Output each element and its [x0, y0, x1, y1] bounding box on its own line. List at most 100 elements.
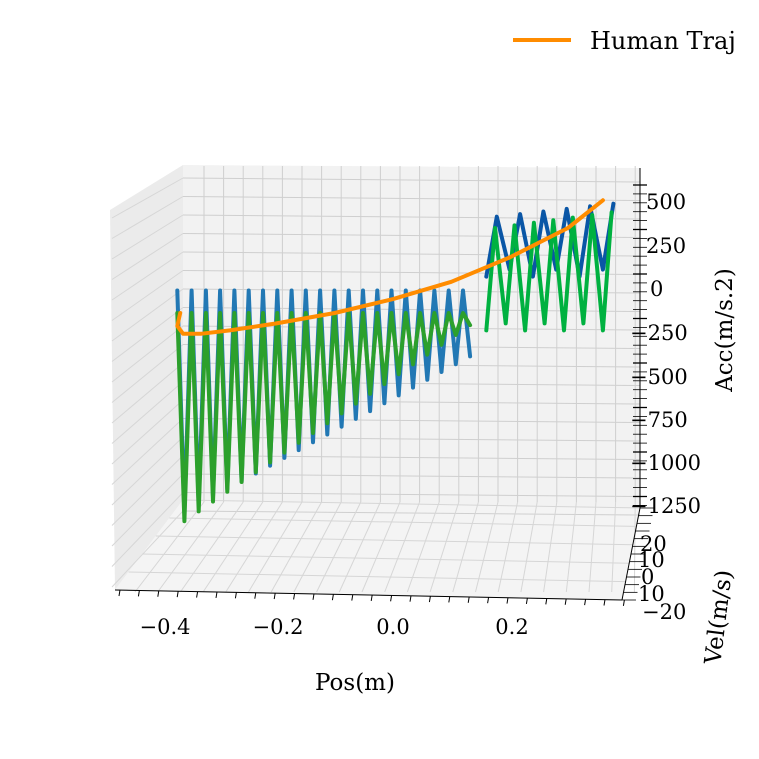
- grid-line-horizontal: [182, 473, 641, 479]
- z-tick-label: 250: [646, 234, 686, 258]
- grid-line-floor: [565, 501, 577, 593]
- legend: Human Traj: [513, 27, 736, 55]
- x-tick: [370, 594, 373, 602]
- x-tick: [118, 589, 121, 597]
- x-tick: [293, 593, 296, 600]
- x-tick: [525, 597, 528, 605]
- x-tick: [603, 599, 606, 606]
- grid-line-horizontal: [182, 455, 641, 460]
- y-tick-label: −20: [642, 600, 686, 624]
- legend-entry-label: Human Traj: [590, 27, 736, 55]
- series-line-human-traj: [175, 198, 605, 336]
- grid-line-side: [111, 473, 184, 547]
- z-tick-label: −750: [630, 408, 688, 432]
- grid-line-floor: [497, 501, 519, 593]
- x-tick: [254, 592, 257, 599]
- grid-line-floor: [429, 501, 460, 593]
- grid-line-side: [111, 362, 184, 424]
- grid-line-side: [111, 381, 184, 444]
- grid-line-horizontal: [182, 270, 641, 275]
- grid-line-side: [111, 288, 184, 342]
- series-layer: [175, 198, 616, 524]
- grid-line-floor: [543, 501, 558, 593]
- grid-line-floor-depth: [182, 499, 641, 509]
- x-tick-label: −0.4: [140, 615, 191, 639]
- x-tick-label: −0.2: [253, 615, 304, 639]
- x-tick: [157, 590, 160, 597]
- x-tick: [467, 596, 470, 603]
- x-tick-label: 0.2: [495, 615, 528, 639]
- grid-line-floor: [520, 501, 538, 593]
- y-axis-label: Vel(m/s): [700, 569, 737, 667]
- grid-line-side: [111, 399, 184, 465]
- grid-line-side: [111, 436, 184, 506]
- grid-line-side: [111, 510, 184, 588]
- grid-line-floor: [475, 501, 499, 593]
- x-tick: [312, 593, 315, 600]
- grid-line-side: [111, 325, 184, 383]
- grid-line-horizontal: [182, 492, 641, 497]
- grid-line-side: [111, 270, 184, 321]
- grid-line-horizontal: [182, 288, 641, 294]
- grid-line-floor: [248, 501, 303, 593]
- x-tick: [545, 598, 548, 605]
- x-tick: [584, 599, 587, 606]
- x-tick: [176, 591, 179, 598]
- z-tick-label: −1250: [630, 494, 701, 518]
- left-pane: [110, 165, 183, 590]
- series-line-green-left: [175, 311, 473, 524]
- y-tick-label: 20: [640, 532, 667, 556]
- grid-line-side: [111, 492, 184, 567]
- grid-line-floor-depth: [142, 553, 630, 564]
- grid-line-side: [111, 455, 184, 526]
- x-tick: [564, 598, 567, 605]
- x-tick: [448, 596, 451, 603]
- grid-line-side: [111, 251, 184, 301]
- x-tick: [137, 590, 140, 597]
- grid-line-floor-depth: [128, 571, 626, 583]
- grid-line-side: [111, 177, 184, 219]
- grid-line-horizontal: [182, 510, 641, 516]
- grid-line-floor: [588, 501, 597, 593]
- grid-line-floor: [611, 501, 617, 593]
- grid-line-floor: [179, 501, 244, 593]
- x-tick: [331, 594, 334, 601]
- grid-line-horizontal: [182, 251, 641, 257]
- grid-line-floor: [293, 501, 342, 593]
- grid-line-side: [111, 418, 184, 485]
- series-line-green-right: [484, 210, 614, 333]
- x-tick: [487, 597, 490, 604]
- x-tick: [273, 592, 276, 600]
- tick-marks: [114, 168, 654, 606]
- grid-line-side: [111, 196, 184, 239]
- grid-line-floor-depth: [169, 517, 637, 527]
- grid-line-floor: [270, 501, 323, 593]
- y-tick-label: 0: [641, 565, 654, 589]
- x-tick: [234, 592, 237, 599]
- y-tick-label: 10: [638, 548, 665, 572]
- grid-line-floor: [202, 501, 264, 593]
- z-tick-label: −500: [630, 365, 688, 389]
- grid-line-floor: [225, 501, 283, 593]
- grid-line-floor: [134, 501, 205, 593]
- x-tick: [409, 595, 412, 602]
- x-tick: [428, 595, 431, 603]
- x-tick-label: 0.0: [376, 615, 409, 639]
- x-tick: [390, 595, 393, 602]
- grid-line-floor: [157, 501, 225, 593]
- x-tick: [622, 599, 625, 606]
- grid-line-horizontal: [182, 196, 641, 201]
- z-tick-label: −1000: [630, 451, 701, 475]
- x-tick: [215, 591, 218, 598]
- x-tick: [506, 597, 509, 604]
- grid-line-floor: [452, 501, 479, 593]
- z-tick-label: −250: [630, 321, 688, 345]
- x-axis-line: [114, 589, 623, 601]
- grid-line-floor: [316, 501, 362, 593]
- z-tick-label: 0: [650, 277, 663, 301]
- grid-line-floor-depth: [155, 535, 633, 546]
- x-tick: [196, 591, 199, 598]
- grid-line-side: [111, 344, 184, 403]
- x-tick: [351, 594, 354, 601]
